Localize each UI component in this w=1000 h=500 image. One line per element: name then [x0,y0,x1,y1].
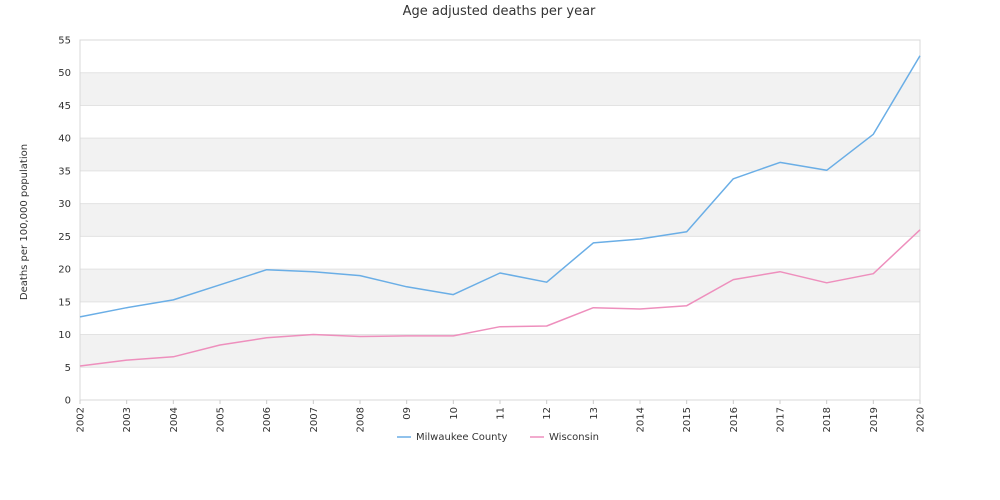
data-point-wisconsin [825,281,829,285]
data-point-wisconsin [171,355,175,359]
legend-label-milwaukee-county: Milwaukee County [416,432,507,443]
x-tick-label: 09 [402,407,413,420]
x-tick-label: 2017 [776,407,787,432]
data-point-wisconsin [638,307,642,311]
data-point-wisconsin [125,358,129,362]
y-axis-ticks: 0 5 10 15 20 25 30 35 40 45 50 55 [58,36,71,407]
data-point-milwaukee-county [638,237,642,241]
y-tick-label: 5 [65,363,71,374]
series-line-milwaukee-county [79,55,921,318]
x-tick-label: 13 [589,407,600,420]
data-point-milwaukee-county [731,177,735,181]
data-point-wisconsin [451,334,455,338]
data-point-milwaukee-county [311,270,315,274]
y-tick-label: 30 [58,199,71,210]
data-point-milwaukee-county [451,293,455,297]
x-tick-label: 2002 [76,407,87,432]
y-tick-label: 40 [58,134,71,145]
x-tick-label: 2006 [262,407,273,432]
data-point-milwaukee-county [78,315,82,319]
grid-lines [80,39,920,401]
x-tick-label: 10 [449,407,460,420]
data-point-milwaukee-county [358,274,362,278]
data-point-wisconsin [778,270,782,274]
grid-band [80,334,920,368]
x-tick-label: 2015 [682,407,693,432]
legend-label-wisconsin: Wisconsin [549,432,599,443]
data-point-milwaukee-county [265,268,269,272]
data-point-milwaukee-county [218,283,222,287]
data-point-milwaukee-county [918,54,922,58]
data-point-wisconsin [591,306,595,310]
data-point-wisconsin [545,324,549,328]
y-tick-label: 15 [58,297,71,308]
x-tick-label: 2018 [822,407,833,432]
x-tick-label: 2014 [636,407,647,432]
data-point-wisconsin [265,336,269,340]
data-point-wisconsin [731,278,735,282]
data-point-milwaukee-county [405,285,409,289]
chart-title: Age adjusted deaths per year [403,4,596,19]
x-tick-label: 2019 [869,407,880,432]
data-point-wisconsin [218,343,222,347]
x-tick-label: 11 [496,407,507,420]
data-point-wisconsin [78,364,82,368]
data-point-milwaukee-county [545,280,549,284]
data-point-milwaukee-county [591,241,595,245]
legend: Milwaukee County Wisconsin [397,432,599,443]
y-tick-label: 45 [58,101,71,112]
data-point-milwaukee-county [171,298,175,302]
grid-band [80,203,920,237]
x-tick-label: 2003 [122,407,133,432]
y-tick-label: 0 [65,396,71,407]
data-point-milwaukee-county [498,271,502,275]
data-point-wisconsin [918,228,922,232]
y-tick-label: 55 [58,36,71,47]
x-tick-label: 2020 [916,407,927,432]
x-tick-label: 2008 [356,407,367,432]
data-point-milwaukee-county [685,230,689,234]
data-point-wisconsin [871,272,875,276]
x-tick-label: 2004 [169,407,180,432]
grid-bands [80,72,920,368]
grid-band [80,72,920,106]
y-axis-label: Deaths per 100,000 population [19,144,30,300]
x-tick-label: 12 [542,407,553,420]
y-tick-label: 35 [58,166,71,177]
data-point-wisconsin [498,325,502,329]
data-point-milwaukee-county [125,306,129,310]
data-point-wisconsin [311,333,315,337]
y-tick-label: 10 [58,330,71,341]
data-point-milwaukee-county [825,168,829,172]
data-point-milwaukee-county [871,132,875,136]
data-point-milwaukee-county [778,160,782,164]
y-tick-label: 20 [58,265,71,276]
x-tick-label: 2007 [309,407,320,432]
data-point-wisconsin [685,304,689,308]
data-point-wisconsin [405,334,409,338]
series-lines [78,54,922,368]
x-tick-label: 2016 [729,407,740,432]
x-tick-label: 2005 [216,407,227,432]
grid-band [80,138,920,171]
x-axis-ticks: 2002 2003 2004 2005 2006 2007 2008 09 10 11 12 13 20… [76,400,927,432]
series-line-wisconsin [79,229,921,367]
data-point-wisconsin [358,335,362,339]
y-tick-label: 50 [58,68,71,79]
y-tick-label: 25 [58,232,71,243]
